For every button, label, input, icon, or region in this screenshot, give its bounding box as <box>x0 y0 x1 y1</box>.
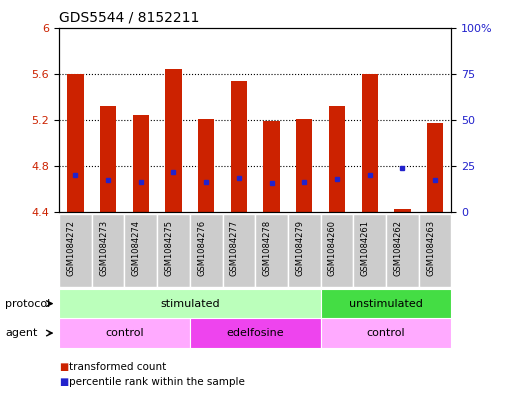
Bar <box>263 121 280 212</box>
Bar <box>100 106 116 212</box>
Text: GSM1084260: GSM1084260 <box>328 220 337 276</box>
Text: edelfosine: edelfosine <box>226 328 284 338</box>
Bar <box>157 214 190 287</box>
Bar <box>386 214 419 287</box>
Text: GSM1084262: GSM1084262 <box>393 220 402 276</box>
Bar <box>59 214 92 287</box>
Text: GSM1084273: GSM1084273 <box>99 220 108 276</box>
Text: ■: ■ <box>59 362 68 373</box>
Bar <box>165 69 182 212</box>
Text: GSM1084279: GSM1084279 <box>295 220 304 276</box>
Bar <box>288 214 321 287</box>
Bar <box>321 214 353 287</box>
Text: stimulated: stimulated <box>160 299 220 309</box>
Text: GSM1084272: GSM1084272 <box>66 220 75 276</box>
Bar <box>190 214 223 287</box>
Text: GSM1084278: GSM1084278 <box>263 220 271 276</box>
Bar <box>92 214 125 287</box>
Text: GSM1084261: GSM1084261 <box>361 220 370 276</box>
Bar <box>59 289 321 318</box>
Bar <box>353 214 386 287</box>
Bar <box>124 214 157 287</box>
Bar <box>321 318 451 348</box>
Bar <box>255 214 288 287</box>
Text: GDS5544 / 8152211: GDS5544 / 8152211 <box>59 11 200 25</box>
Bar <box>362 74 378 212</box>
Bar <box>132 115 149 212</box>
Text: percentile rank within the sample: percentile rank within the sample <box>69 377 245 387</box>
Bar <box>296 119 312 212</box>
Bar <box>394 209 410 212</box>
Text: unstimulated: unstimulated <box>349 299 423 309</box>
Text: control: control <box>367 328 405 338</box>
Text: GSM1084276: GSM1084276 <box>197 220 206 276</box>
Text: protocol: protocol <box>5 299 50 309</box>
Text: GSM1084274: GSM1084274 <box>132 220 141 276</box>
Bar <box>321 289 451 318</box>
Bar <box>427 123 443 212</box>
Bar <box>198 119 214 212</box>
Text: ■: ■ <box>59 377 68 387</box>
Text: GSM1084263: GSM1084263 <box>426 220 435 276</box>
Bar <box>67 74 84 212</box>
Text: control: control <box>105 328 144 338</box>
Bar <box>329 106 345 212</box>
Bar <box>223 214 255 287</box>
Text: GSM1084275: GSM1084275 <box>165 220 173 276</box>
Text: GSM1084277: GSM1084277 <box>230 220 239 276</box>
Text: agent: agent <box>5 328 37 338</box>
Bar <box>59 318 190 348</box>
Bar <box>419 214 451 287</box>
Bar <box>190 318 321 348</box>
Text: transformed count: transformed count <box>69 362 167 373</box>
Bar <box>231 81 247 212</box>
